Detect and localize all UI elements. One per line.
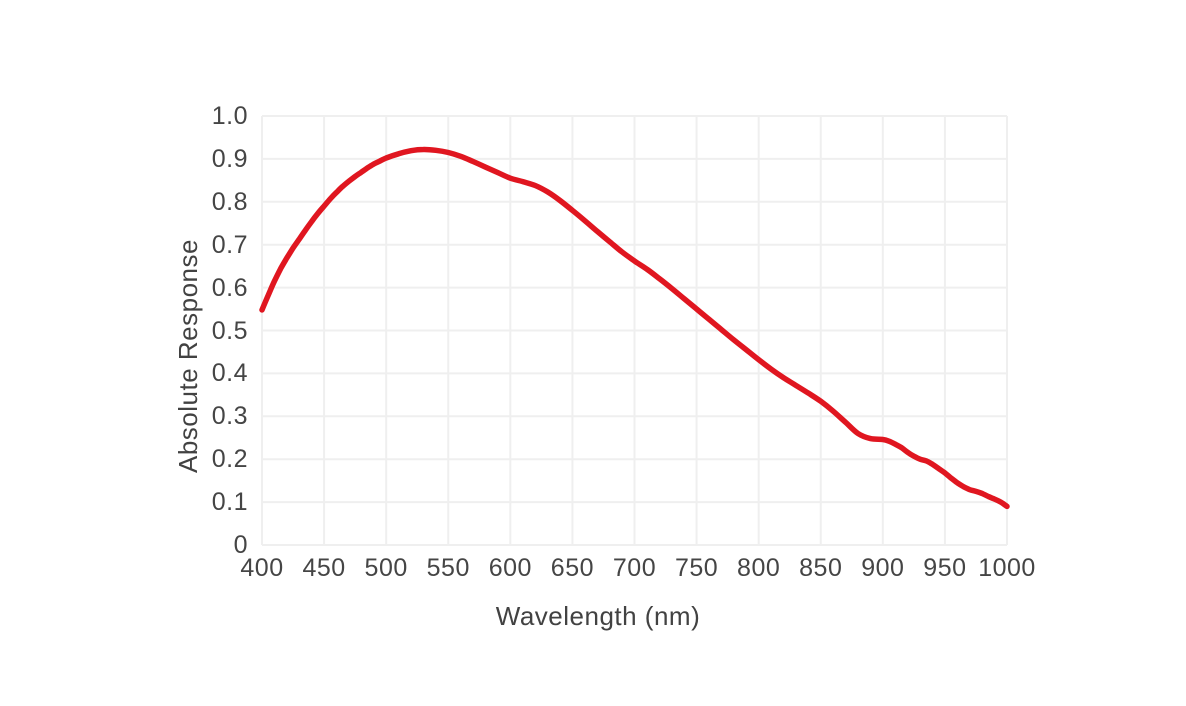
x-axis-title: Wavelength (nm) <box>495 601 701 631</box>
y-axis-title: Absolute Response <box>173 239 203 473</box>
y-tick-label: 0.6 <box>211 273 248 302</box>
x-tick-label: 950 <box>923 554 967 582</box>
y-tick-label: 0.8 <box>211 187 248 216</box>
x-tick-label: 650 <box>550 554 595 582</box>
x-tick-label: 800 <box>737 554 781 582</box>
x-tick-label: 750 <box>674 554 719 582</box>
y-tick-label: 0.9 <box>211 144 248 173</box>
y-tick-label: 0 <box>233 531 248 559</box>
y-tick-label: 0.7 <box>211 230 248 259</box>
y-tick-label: 0.4 <box>211 359 248 388</box>
x-tick-label: 400 <box>240 554 284 582</box>
y-tick-label: 0.3 <box>211 402 248 431</box>
y-tick-label: 0.2 <box>211 445 248 474</box>
response-curve <box>259 146 1010 510</box>
y-tick-label: 0.5 <box>211 316 248 345</box>
x-tick-label: 900 <box>861 554 905 582</box>
x-tick-label: 600 <box>488 554 532 582</box>
x-tick-label: 700 <box>612 554 657 582</box>
y-tick-label: 0.1 <box>211 488 248 517</box>
y-tick-label: 1.0 <box>211 102 248 130</box>
x-tick-label: 850 <box>799 554 843 582</box>
x-tick-label: 1000 <box>978 554 1036 582</box>
x-tick-label: 450 <box>302 554 346 582</box>
x-tick-label: 550 <box>426 554 470 582</box>
x-tick-label: 500 <box>364 554 408 582</box>
